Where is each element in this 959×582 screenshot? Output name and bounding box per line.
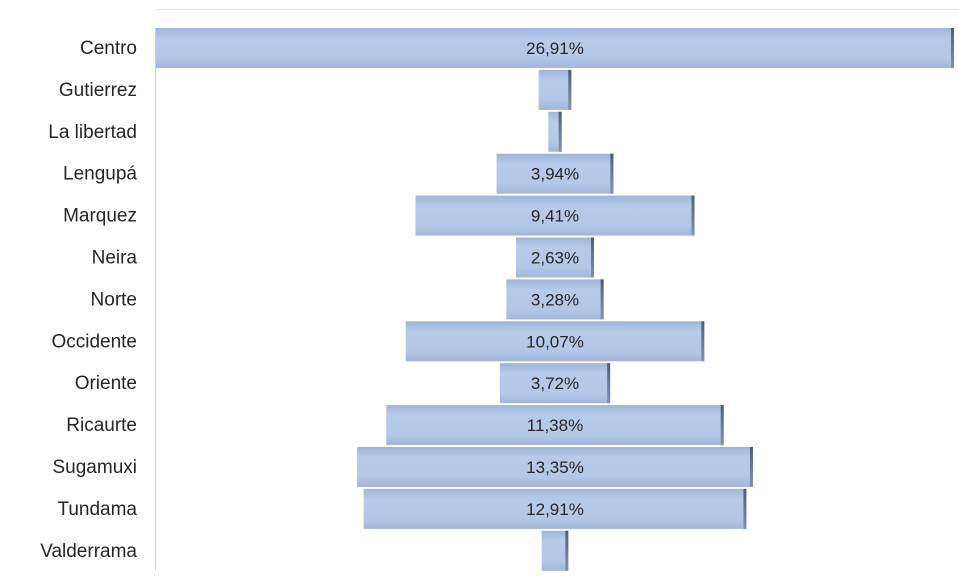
category-label-gutierrez: Gutierrez: [59, 80, 137, 101]
bar-edge-occidente: [701, 321, 705, 362]
bar-edge-valderrama: [565, 530, 569, 571]
bar-lengupa: [496, 153, 614, 194]
data-label-marquez: 9,41%: [531, 207, 579, 226]
bar-edge-la-libertad: [558, 111, 562, 152]
bar-edge-oriente: [607, 363, 611, 404]
bar-norte: [506, 279, 604, 320]
data-label-ricaurte: 11,38%: [527, 416, 583, 435]
bar-edge-gutierrez: [568, 69, 572, 110]
category-labels-group: Centro Gutierrez La libertad Lengupá Marquez…: [40, 38, 137, 562]
bar-edge-centro: [951, 28, 954, 68]
category-label-neira: Neira: [92, 248, 138, 269]
bar-edge-norte: [600, 279, 604, 320]
data-label-centro: 26,91%: [526, 39, 584, 58]
bar-edge-marquez: [691, 195, 695, 236]
bar-valderrama: [541, 530, 569, 571]
data-label-oriente: 3,72%: [531, 374, 579, 393]
data-label-norte: 3,28%: [531, 290, 579, 309]
bar-tundama: [363, 488, 747, 529]
bar-edge-ricaurte: [720, 405, 724, 446]
category-label-occidente: Occidente: [51, 331, 137, 352]
bar-oriente: [499, 363, 611, 404]
bar-ricaurte: [386, 405, 724, 446]
bar-marquez: [415, 195, 695, 236]
data-label-neira: 2,63%: [531, 249, 579, 268]
data-label-sugamuxi: 13,35%: [526, 458, 584, 477]
bar-gutierrez: [538, 69, 572, 110]
bar-edge-neira: [590, 237, 594, 278]
data-label-occidente: 10,07%: [526, 332, 584, 351]
category-label-centro: Centro: [80, 38, 137, 59]
data-label-lengupa: 3,94%: [531, 165, 579, 184]
category-label-sugamuxi: Sugamuxi: [53, 457, 138, 478]
bar-occidente: [405, 321, 705, 362]
bar-edge-lengupa: [610, 153, 614, 194]
data-label-tundama: 12,91%: [526, 500, 584, 519]
category-label-lengupa: Lengupá: [63, 164, 137, 185]
bar-edge-sugamuxi: [749, 447, 753, 487]
category-label-oriente: Oriente: [75, 373, 137, 394]
bar-edge-tundama: [743, 488, 747, 529]
category-label-la-libertad: La libertad: [48, 122, 137, 143]
category-label-tundama: Tundama: [57, 499, 137, 520]
category-label-norte: Norte: [91, 289, 137, 310]
category-label-valderrama: Valderrama: [40, 541, 137, 562]
data-labels-group: 26,91% 3,94% 9,41% 2,63% 3,28% 10,07% 3,72% 11,…: [526, 39, 584, 519]
bar-neira: [516, 237, 594, 278]
bar-centro: [156, 28, 954, 68]
category-label-ricaurte: Ricaurte: [66, 415, 137, 436]
bar-la-libertad: [548, 111, 562, 152]
bar-sugamuxi: [357, 447, 753, 487]
bars-group: [156, 28, 954, 571]
category-label-marquez: Marquez: [63, 206, 137, 227]
